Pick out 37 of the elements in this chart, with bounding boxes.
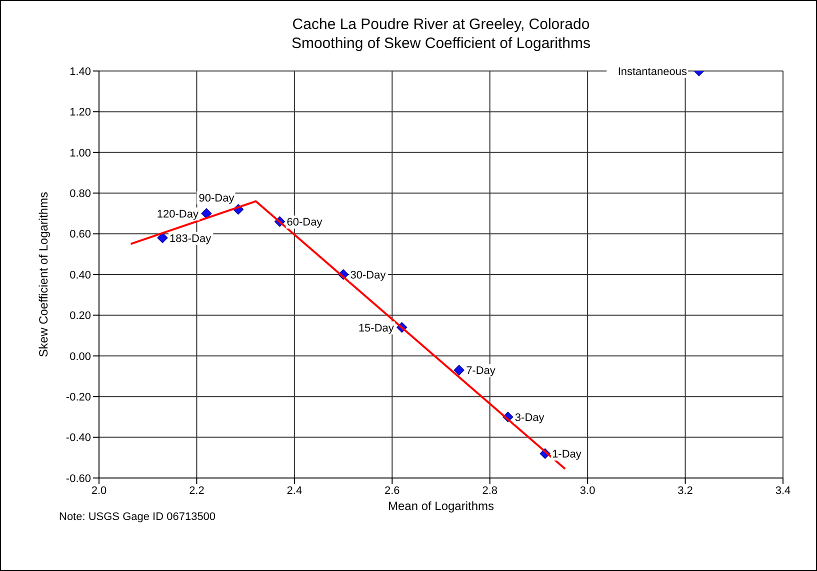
x-axis-title: Mean of Logarithms xyxy=(388,499,494,513)
annotation: 3-Day xyxy=(514,412,545,424)
x-tick-label: 2.2 xyxy=(189,484,204,497)
annotation: 7-Day xyxy=(466,365,496,378)
y-tick-label: 1.40 xyxy=(70,66,91,78)
annotation: 1-Day xyxy=(552,448,582,461)
y-tick-label: 0.40 xyxy=(70,269,91,282)
annotation: 120-Day xyxy=(156,208,199,220)
y-tick-label: 0.60 xyxy=(70,228,91,241)
annotation: 30-Day xyxy=(350,270,386,282)
x-tick-label: 2.8 xyxy=(482,484,498,497)
x-tick-label: 3.0 xyxy=(580,484,596,497)
annotation: 183-Day xyxy=(170,232,212,245)
point xyxy=(201,208,212,219)
y-tick-label: 1.00 xyxy=(70,147,91,160)
x-tick-label: 2.6 xyxy=(384,484,400,497)
x-tick-label: 3.4 xyxy=(775,484,791,497)
annotation: 60-Day xyxy=(286,216,323,229)
annotation: Instantaneous xyxy=(618,66,688,78)
annotation: 90-Day xyxy=(198,192,235,204)
y-tick-label: 0.80 xyxy=(70,188,91,200)
y-tick-label: -0.60 xyxy=(66,472,91,485)
x-tick-label: 3.2 xyxy=(678,484,693,497)
y-tick-label: 1.20 xyxy=(70,106,91,119)
y-tick-label: 0.20 xyxy=(70,310,91,322)
text: Note: USGS Gage ID 06713500 xyxy=(59,511,216,523)
annotation: 15-Day xyxy=(358,322,394,334)
chart-title: Cache La Poudre River at Greeley, Colorado xyxy=(291,15,591,34)
x-tick-label: 2.0 xyxy=(91,484,107,497)
point xyxy=(454,364,464,376)
y-tick-label: -0.40 xyxy=(66,432,91,444)
point xyxy=(157,232,168,244)
y-tick-label: -0.20 xyxy=(66,392,91,404)
y-tick-label: 0.00 xyxy=(70,350,91,363)
chart-subtitle: Smoothing of Skew Coefficient of Logarithms xyxy=(290,34,592,53)
x-tick-label: 2.4 xyxy=(286,484,302,497)
y-axis-title: Skew Coefficient of Logarithms xyxy=(36,192,50,358)
